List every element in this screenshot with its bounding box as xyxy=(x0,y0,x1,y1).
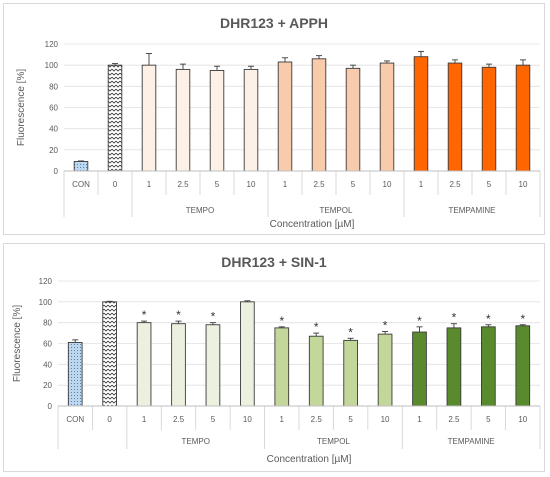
x-tick-label: 10 xyxy=(247,180,256,189)
bar xyxy=(73,161,89,172)
bar xyxy=(446,327,462,407)
group-label: TEMPAMINE xyxy=(449,206,496,215)
x-tick-label: 10 xyxy=(383,180,392,189)
y-tick-label: 60 xyxy=(49,104,58,113)
x-tick-label: 5 xyxy=(351,180,356,189)
significance-marker: * xyxy=(520,312,525,326)
y-axis-title: Fluorescence [%] xyxy=(16,69,27,146)
group-label: TEMPO xyxy=(181,437,209,446)
x-tick-label: 5 xyxy=(348,415,353,424)
significance-marker: * xyxy=(279,314,284,328)
y-tick-label: 20 xyxy=(49,146,58,155)
group-label: TEMPO xyxy=(186,206,214,215)
y-tick-label: 20 xyxy=(43,381,52,390)
bar xyxy=(175,68,191,172)
y-tick-label: 100 xyxy=(45,61,59,70)
y-tick-label: 0 xyxy=(48,402,53,411)
x-tick-label: 1 xyxy=(283,180,288,189)
bar xyxy=(308,335,324,407)
bar xyxy=(205,324,221,407)
significance-marker: * xyxy=(211,310,216,324)
y-tick-label: 120 xyxy=(39,277,53,286)
group-label: TEMPOL xyxy=(320,206,353,215)
significance-marker: * xyxy=(383,319,388,333)
x-tick-label: 0 xyxy=(107,415,112,424)
x-tick-label: 1 xyxy=(419,180,424,189)
y-tick-label: 80 xyxy=(49,82,58,91)
x-tick-label: CON xyxy=(72,180,90,189)
bar xyxy=(377,333,393,407)
significance-marker: * xyxy=(486,312,491,326)
x-tick-label: 5 xyxy=(487,180,492,189)
bar xyxy=(515,64,531,172)
bar xyxy=(102,301,117,407)
group-label: TEMPOL xyxy=(317,437,350,446)
bar xyxy=(413,56,429,172)
bar xyxy=(107,64,123,172)
significance-marker: * xyxy=(176,308,181,322)
x-tick-label: 2.5 xyxy=(448,415,460,424)
x-tick-label: 10 xyxy=(243,415,252,424)
x-tick-label: 2.5 xyxy=(449,180,461,189)
bar xyxy=(209,70,225,172)
bar xyxy=(345,67,361,172)
bar xyxy=(141,64,157,172)
y-tick-label: 80 xyxy=(43,319,52,328)
significance-marker: * xyxy=(142,308,147,322)
x-tick-label: 2.5 xyxy=(313,180,325,189)
significance-marker: * xyxy=(417,314,422,328)
x-axis-title: Concentration [µM] xyxy=(267,454,352,465)
y-tick-label: 40 xyxy=(43,360,52,369)
x-tick-label: 1 xyxy=(280,415,285,424)
x-tick-label: 1 xyxy=(142,415,147,424)
bar xyxy=(240,301,255,407)
bar xyxy=(481,326,496,407)
x-tick-label: 10 xyxy=(519,180,528,189)
bar xyxy=(447,62,463,172)
y-tick-label: 40 xyxy=(49,125,58,134)
bar xyxy=(412,331,427,407)
chart-panel-sin1: DHR123 + SIN-1 0 20 40 60 80 100 120 Fluorescenc… xyxy=(3,243,545,472)
chart-title: DHR123 + APPH xyxy=(220,15,328,31)
bar xyxy=(379,62,395,172)
bar xyxy=(274,327,290,407)
bar xyxy=(136,322,152,407)
significance-marker: * xyxy=(314,320,319,334)
bar xyxy=(277,61,293,172)
y-tick-label: 120 xyxy=(45,40,59,49)
x-tick-label: 5 xyxy=(486,415,491,424)
significance-marker: * xyxy=(452,311,457,325)
y-tick-label: 0 xyxy=(54,167,59,176)
bar xyxy=(311,58,327,172)
y-axis-title: Fluorescence [%] xyxy=(12,305,23,382)
bar xyxy=(481,66,497,172)
x-tick-label: 2.5 xyxy=(173,415,185,424)
significance-marker: * xyxy=(348,325,353,339)
x-tick-label: 2.5 xyxy=(311,415,323,424)
y-tick-label: 100 xyxy=(39,298,53,307)
x-tick-label: 1 xyxy=(147,180,152,189)
chart-title: DHR123 + SIN-1 xyxy=(221,254,327,270)
x-tick-label: 5 xyxy=(211,415,216,424)
x-tick-label: 10 xyxy=(381,415,390,424)
x-tick-label: 5 xyxy=(215,180,220,189)
chart-panel-apph: DHR123 + APPH 0 20 40 60 80 100 120 Fluorescence… xyxy=(3,3,545,235)
x-tick-label: CON xyxy=(66,415,84,424)
bar xyxy=(243,68,259,172)
bar-chart-sin1: DHR123 + SIN-1020406080100120Fluorescenc… xyxy=(12,254,541,465)
x-tick-label: 2.5 xyxy=(177,180,189,189)
x-tick-label: 0 xyxy=(113,180,118,189)
bar xyxy=(343,339,358,407)
y-tick-label: 60 xyxy=(43,340,52,349)
x-axis-title: Concentration [µM] xyxy=(270,219,355,230)
bar xyxy=(67,342,83,407)
bar xyxy=(171,323,186,407)
x-tick-label: 10 xyxy=(518,415,527,424)
group-label: TEMPAMINE xyxy=(448,437,495,446)
bar-chart-apph: DHR123 + APPH020406080100120Fluorescence… xyxy=(16,15,541,230)
x-tick-label: 1 xyxy=(417,415,422,424)
bar xyxy=(515,325,531,407)
